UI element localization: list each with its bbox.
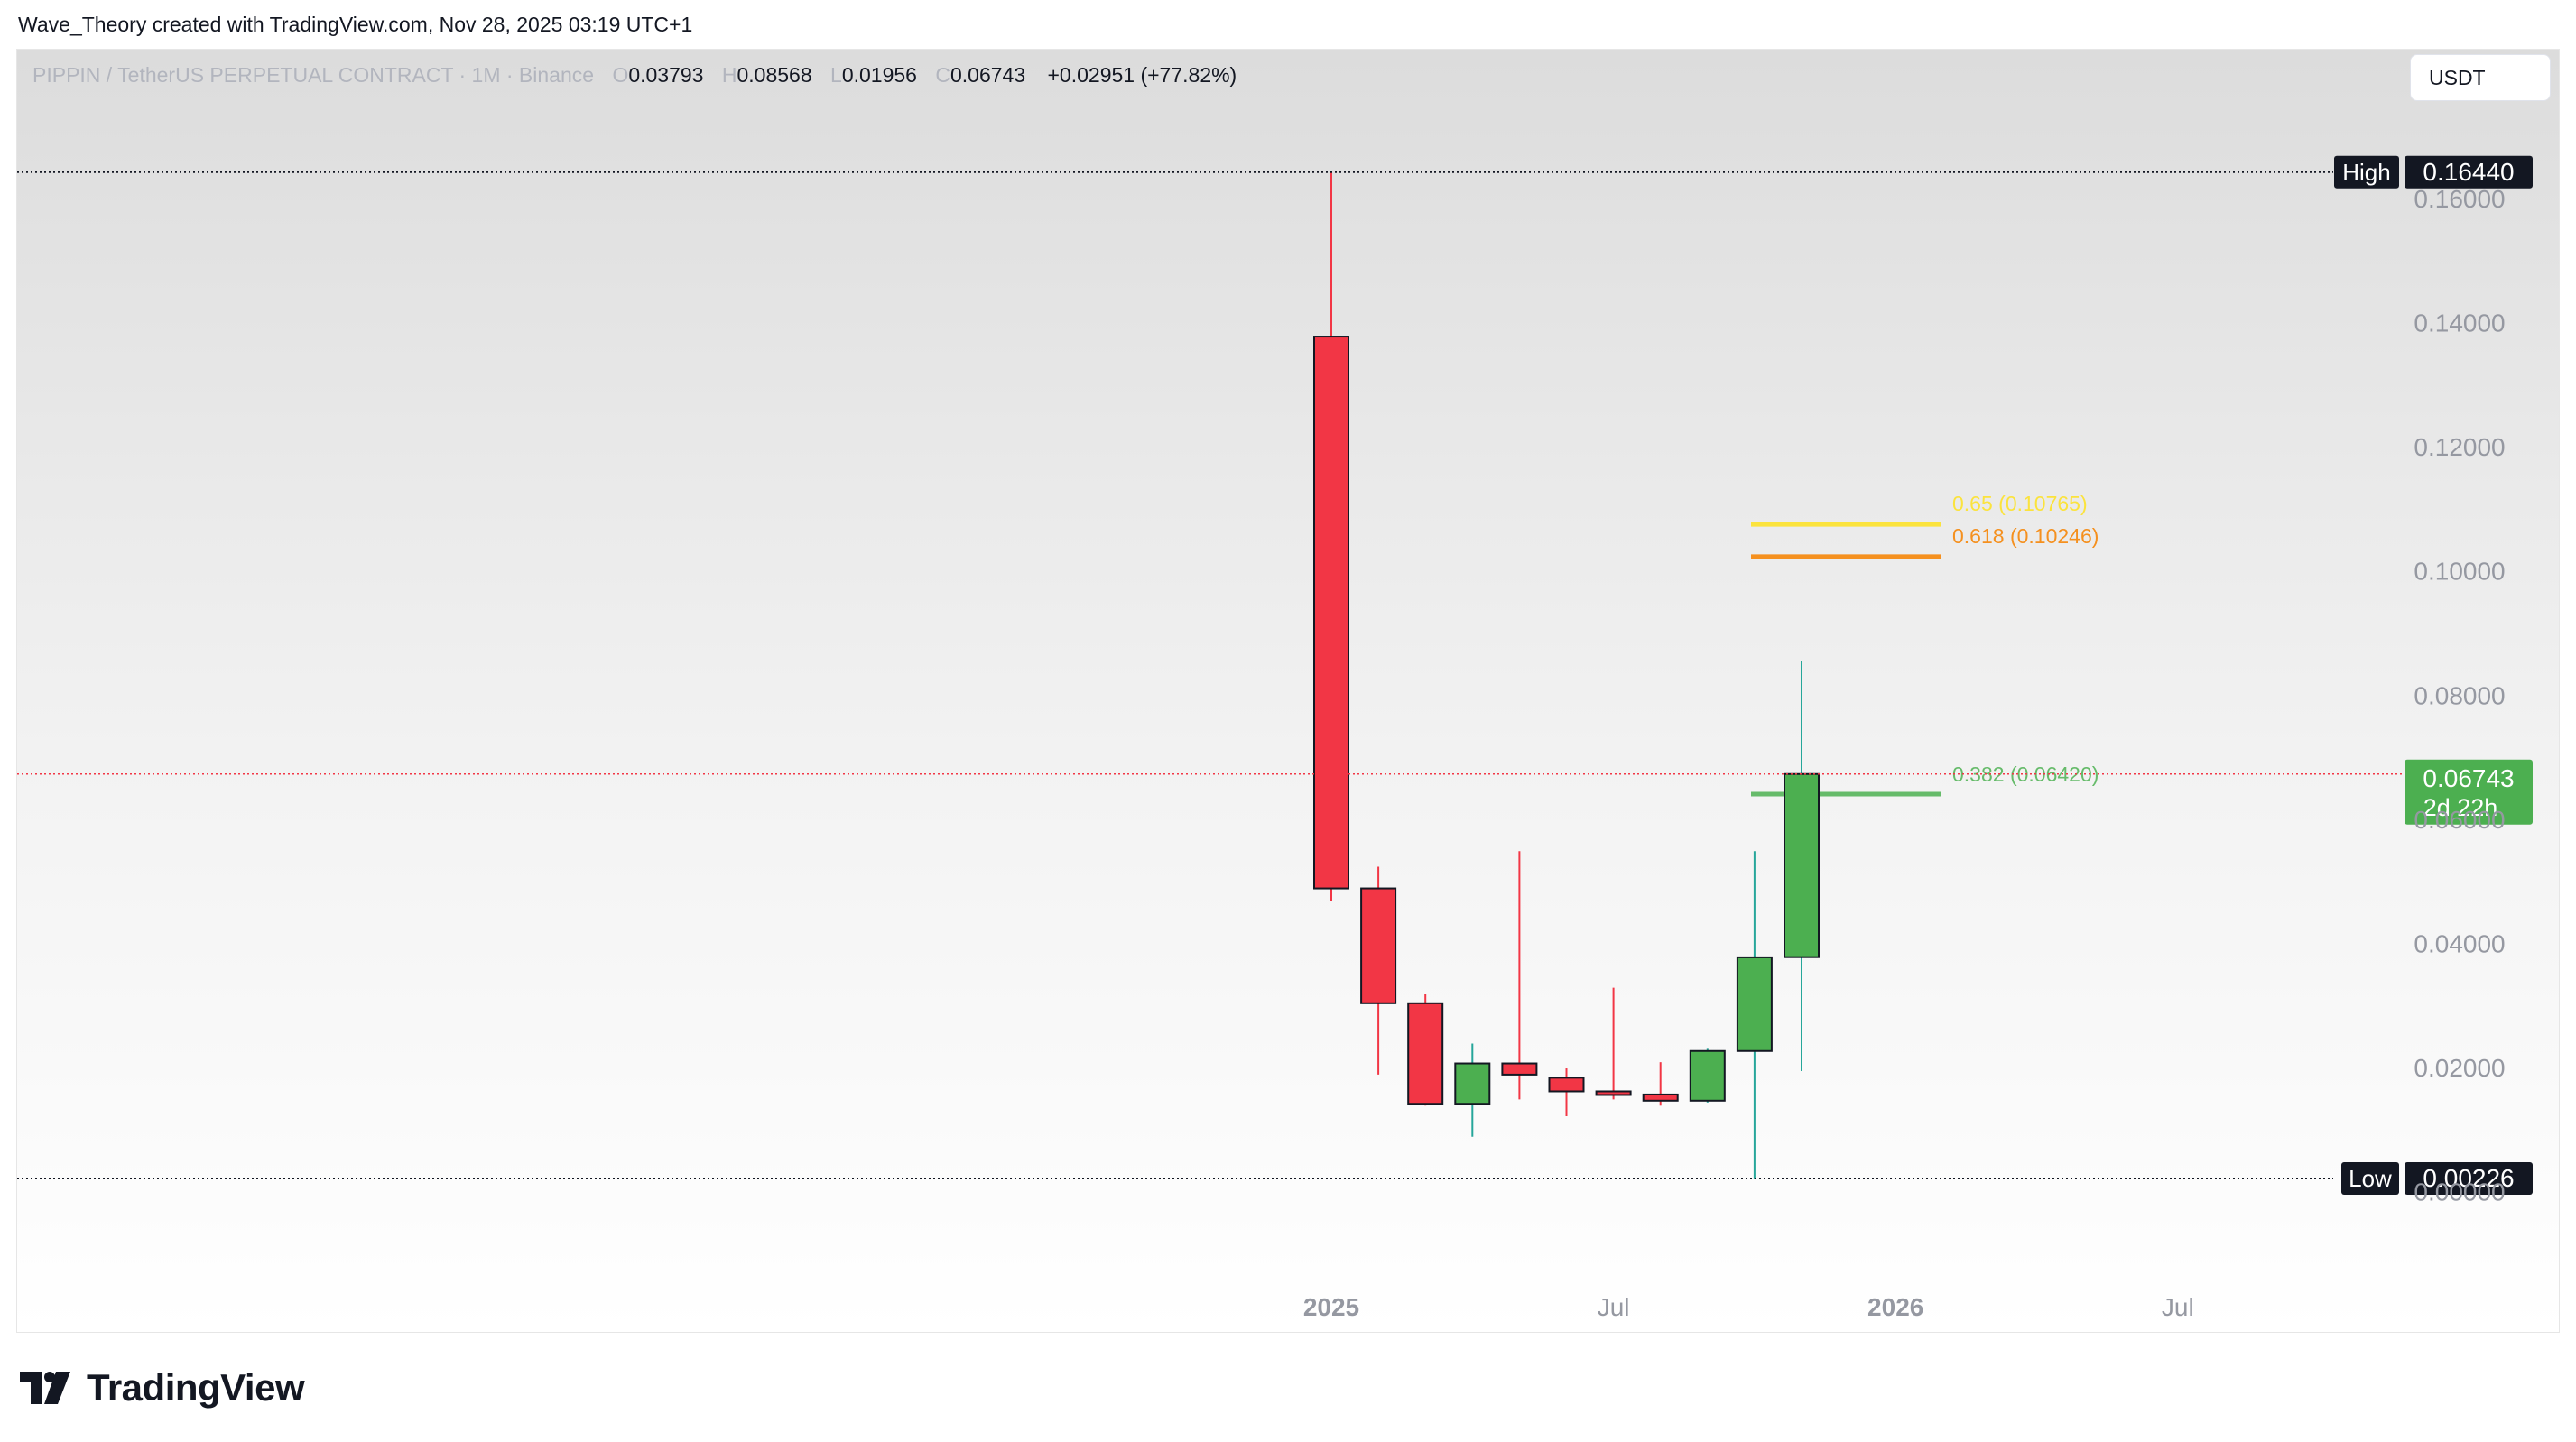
candle-body (1407, 1002, 1444, 1105)
candle[interactable] (1313, 171, 1349, 901)
high-tag-value: 0.16440 (2423, 158, 2514, 186)
y-tick-label: 0.06000 (2414, 806, 2505, 834)
legend-low-label: L (830, 63, 842, 87)
candle-body (1501, 1062, 1538, 1076)
candle-body (1689, 1049, 1726, 1102)
legend-symbol[interactable]: PIPPIN / TetherUS PERPETUAL CONTRACT · 1… (32, 63, 595, 87)
legend-high-value: 0.08568 (737, 63, 812, 87)
ohlc-legend: PIPPIN / TetherUS PERPETUAL CONTRACT · 1… (32, 63, 1237, 88)
high-tag-label-bg (2334, 155, 2399, 189)
candle[interactable] (1689, 1048, 1726, 1103)
y-tick-label: 0.04000 (2414, 929, 2505, 957)
candle[interactable] (1360, 866, 1397, 1075)
fib-level-label: 0.618 (0.10246) (1952, 524, 2099, 548)
x-tick-label: Jul (1598, 1293, 1630, 1321)
candle-body (1548, 1077, 1585, 1093)
y-tick-label: 0.02000 (2414, 1054, 2505, 1082)
candle[interactable] (1595, 987, 1632, 1100)
candle[interactable] (1784, 661, 1820, 1072)
tradingview-brand-text: TradingView (87, 1366, 305, 1409)
current-price-tag-value: 0.06743 (2423, 764, 2514, 792)
fib-level-label: 0.65 (0.10765) (1952, 492, 2088, 515)
candle-body (1454, 1062, 1491, 1105)
low-tag-value-bg (2405, 1162, 2533, 1196)
candle[interactable] (1736, 851, 1773, 1179)
y-tick-label: 0.14000 (2414, 310, 2505, 337)
tradingview-logo: TradingView (20, 1363, 305, 1413)
chart-pane[interactable] (16, 49, 2560, 1333)
current-price-tag-bg (2405, 759, 2533, 825)
legend-open-value: 0.03793 (628, 63, 704, 87)
candle[interactable] (1407, 994, 1444, 1106)
candle-body (1642, 1093, 1679, 1102)
legend-open-label: O (612, 63, 629, 87)
candle-body (1313, 336, 1349, 890)
current-price-countdown: 2d 22h (2423, 794, 2498, 821)
legend-high-label: H (721, 63, 737, 87)
tradingview-logo-icon (20, 1372, 70, 1404)
x-tick-label: 2025 (1303, 1293, 1359, 1321)
y-tick-label: 0.12000 (2414, 433, 2505, 461)
candle-body (1595, 1090, 1632, 1096)
chart-attribution: Wave_Theory created with TradingView.com… (18, 13, 693, 36)
high-tag-value-bg (2405, 155, 2533, 189)
candle[interactable] (1454, 1043, 1491, 1137)
candle[interactable] (1642, 1062, 1679, 1106)
chart-background (17, 50, 2559, 1331)
legend-change: +0.02951 (+77.82%) (1047, 63, 1237, 87)
x-tick-label: 2026 (1867, 1293, 1923, 1321)
candle-body (1784, 772, 1820, 958)
y-tick-label: 0.10000 (2414, 558, 2505, 586)
candle-body (1736, 956, 1773, 1052)
candle[interactable] (1501, 851, 1538, 1100)
y-tick-label: 0.00000 (2414, 1179, 2505, 1206)
legend-close-label: C (935, 63, 950, 87)
candle-body (1360, 887, 1397, 1004)
candle[interactable] (1548, 1068, 1585, 1116)
low-tag-label: Low (2349, 1165, 2392, 1192)
legend-low-value: 0.01956 (841, 63, 917, 87)
x-tick-label: Jul (2162, 1293, 2194, 1321)
y-tick-label: 0.16000 (2414, 185, 2505, 213)
high-tag-label: High (2342, 159, 2390, 186)
low-tag-label-bg (2341, 1162, 2399, 1196)
y-tick-label: 0.08000 (2414, 681, 2505, 709)
currency-button[interactable]: USDT (2410, 54, 2551, 101)
legend-close-value: 0.06743 (950, 63, 1026, 87)
low-tag-value: 0.00226 (2423, 1164, 2514, 1192)
